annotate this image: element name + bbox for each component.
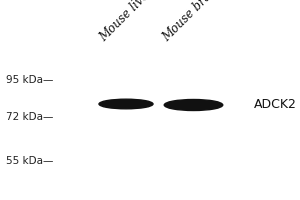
Text: ADCK2: ADCK2 bbox=[254, 98, 296, 112]
Text: 95 kDa—: 95 kDa— bbox=[6, 75, 53, 85]
Text: Mouse liver: Mouse liver bbox=[97, 0, 156, 44]
Ellipse shape bbox=[99, 99, 153, 109]
Text: 72 kDa—: 72 kDa— bbox=[6, 112, 53, 122]
Text: Mouse brain: Mouse brain bbox=[160, 0, 223, 44]
Text: 55 kDa—: 55 kDa— bbox=[6, 156, 53, 166]
Ellipse shape bbox=[164, 99, 223, 110]
